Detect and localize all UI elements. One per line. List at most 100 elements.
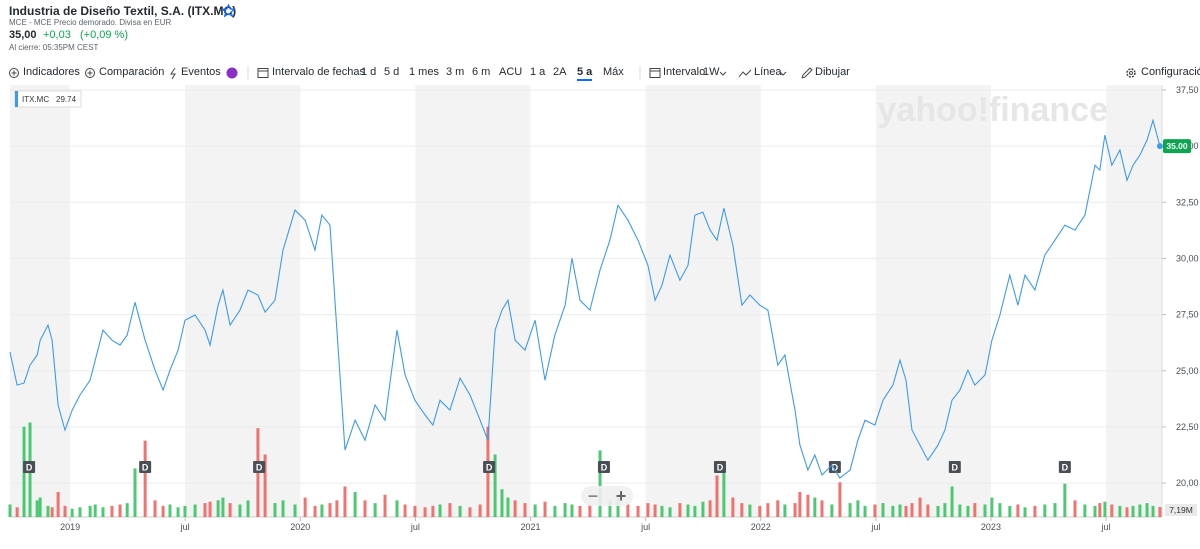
dividend-marker	[828, 461, 841, 473]
toolbar-button[interactable]: Intervalo	[663, 66, 706, 78]
volume-bar	[958, 504, 962, 517]
volume-bar	[238, 504, 242, 517]
volume-bar	[208, 501, 212, 517]
volume-bar	[193, 504, 197, 517]
volume-bar	[500, 489, 504, 517]
x-tick-label: jul	[870, 522, 880, 532]
price-line	[9, 118, 1161, 479]
volume-bar	[693, 505, 697, 517]
toolbar-button[interactable]: Dibujar	[815, 66, 850, 78]
volume-bar	[431, 505, 435, 517]
volume-bar	[281, 500, 285, 517]
volume-bar	[668, 507, 672, 517]
volume-bar	[335, 500, 339, 517]
volume-bar	[1023, 507, 1027, 517]
period-band	[185, 85, 301, 517]
y-tick-label: 27,50	[1176, 310, 1199, 320]
volume-bar	[966, 505, 970, 517]
volume-bar	[56, 492, 60, 517]
volume-bar	[46, 505, 50, 517]
volume-bar	[438, 504, 442, 517]
volume-bar	[1008, 505, 1012, 517]
volume-bar	[1118, 505, 1122, 517]
zoom-control	[581, 486, 633, 506]
volume-bar	[1043, 504, 1047, 517]
range-button-selected[interactable]: 5 a	[577, 66, 593, 81]
toolbar-button[interactable]: Eventos	[181, 66, 221, 78]
volume-bar	[616, 497, 620, 517]
zoom-in-button[interactable]: +	[616, 486, 627, 506]
toolbar-button[interactable]: Indicadores	[23, 66, 80, 78]
toolbar-button[interactable]: Configuración	[1141, 66, 1200, 78]
stock-subtitle: MCE - MCE Precio demorado. Divisa en EUR	[9, 18, 172, 27]
volume-bar	[133, 468, 137, 517]
volume-bar	[8, 504, 12, 517]
volume-bar	[448, 503, 452, 517]
volume-bar	[263, 454, 267, 517]
range-button[interactable]: 6 m	[472, 66, 491, 78]
volume-bar	[328, 503, 332, 517]
dividend-marker	[23, 461, 36, 473]
toolbar-button[interactable]: Intervalo de fechas	[272, 66, 365, 78]
volume-bar	[216, 500, 220, 517]
volume-bar	[873, 504, 877, 517]
volume-bar	[110, 505, 114, 517]
volume-bar	[904, 505, 908, 517]
volume-bar	[813, 497, 817, 517]
volume-bar	[950, 486, 954, 517]
volume-bar	[856, 500, 860, 517]
dividend-marker	[253, 461, 266, 473]
volume-bar	[578, 505, 582, 517]
volume-bar	[553, 505, 557, 517]
stock-title: Industria de Diseño Textil, S.A. (ITX.MC…	[9, 4, 237, 18]
volume-bar	[70, 508, 74, 517]
volume-bar	[806, 494, 810, 517]
toolbar-button[interactable]: Línea	[754, 66, 782, 78]
x-tick-label: jul	[640, 522, 650, 532]
volume-bar	[63, 505, 67, 517]
volume-bar	[118, 504, 122, 517]
volume-bar	[626, 504, 630, 517]
last-point	[1156, 143, 1163, 150]
volume-bar	[731, 497, 735, 517]
x-tick-label: 2021	[521, 522, 541, 532]
volume-bar	[353, 492, 357, 517]
range-button[interactable]: 1 mes	[409, 66, 439, 78]
volume-bar	[1093, 505, 1097, 517]
x-tick-label: jul	[410, 522, 420, 532]
dividend-label: D	[832, 463, 839, 473]
range-button[interactable]: 5 d	[384, 66, 400, 78]
volume-bar	[523, 503, 527, 517]
volume-bar	[766, 503, 770, 517]
volume-bar	[303, 497, 307, 517]
volume-bar	[598, 450, 602, 517]
range-button[interactable]: 3 m	[446, 66, 465, 78]
volume-bar	[15, 507, 19, 517]
range-button[interactable]: Máx	[603, 66, 624, 78]
toolbar-button[interactable]: 1W	[703, 66, 720, 78]
star-icon[interactable]	[222, 4, 235, 17]
dividend-marker	[139, 461, 152, 473]
x-tick-label: 2019	[60, 522, 80, 532]
volume-bar	[1073, 500, 1077, 517]
y-tick-label: 20,00	[1176, 478, 1199, 488]
volume-bar	[798, 492, 802, 517]
volume-bar	[161, 505, 165, 517]
range-button[interactable]: 1 d	[361, 66, 377, 78]
toolbar-button[interactable]: Comparación	[99, 66, 165, 78]
volume-bar	[125, 503, 129, 517]
range-button[interactable]: 2A	[553, 66, 567, 78]
dividend-label: D	[26, 463, 33, 473]
range-button[interactable]: 1 a	[530, 66, 546, 78]
volume-bar	[395, 500, 399, 517]
volume-bar	[722, 464, 726, 517]
y-tick-label: 22,50	[1176, 422, 1199, 432]
dividend-label: D	[486, 463, 493, 473]
y-tick-label: 30,00	[1176, 253, 1199, 263]
x-tick-label: jul	[180, 522, 190, 532]
volume-bar	[910, 503, 914, 517]
range-button[interactable]: ACU	[499, 66, 523, 78]
watermark: yahoo!finance	[878, 91, 1108, 129]
zoom-out-button[interactable]: −	[588, 486, 599, 506]
